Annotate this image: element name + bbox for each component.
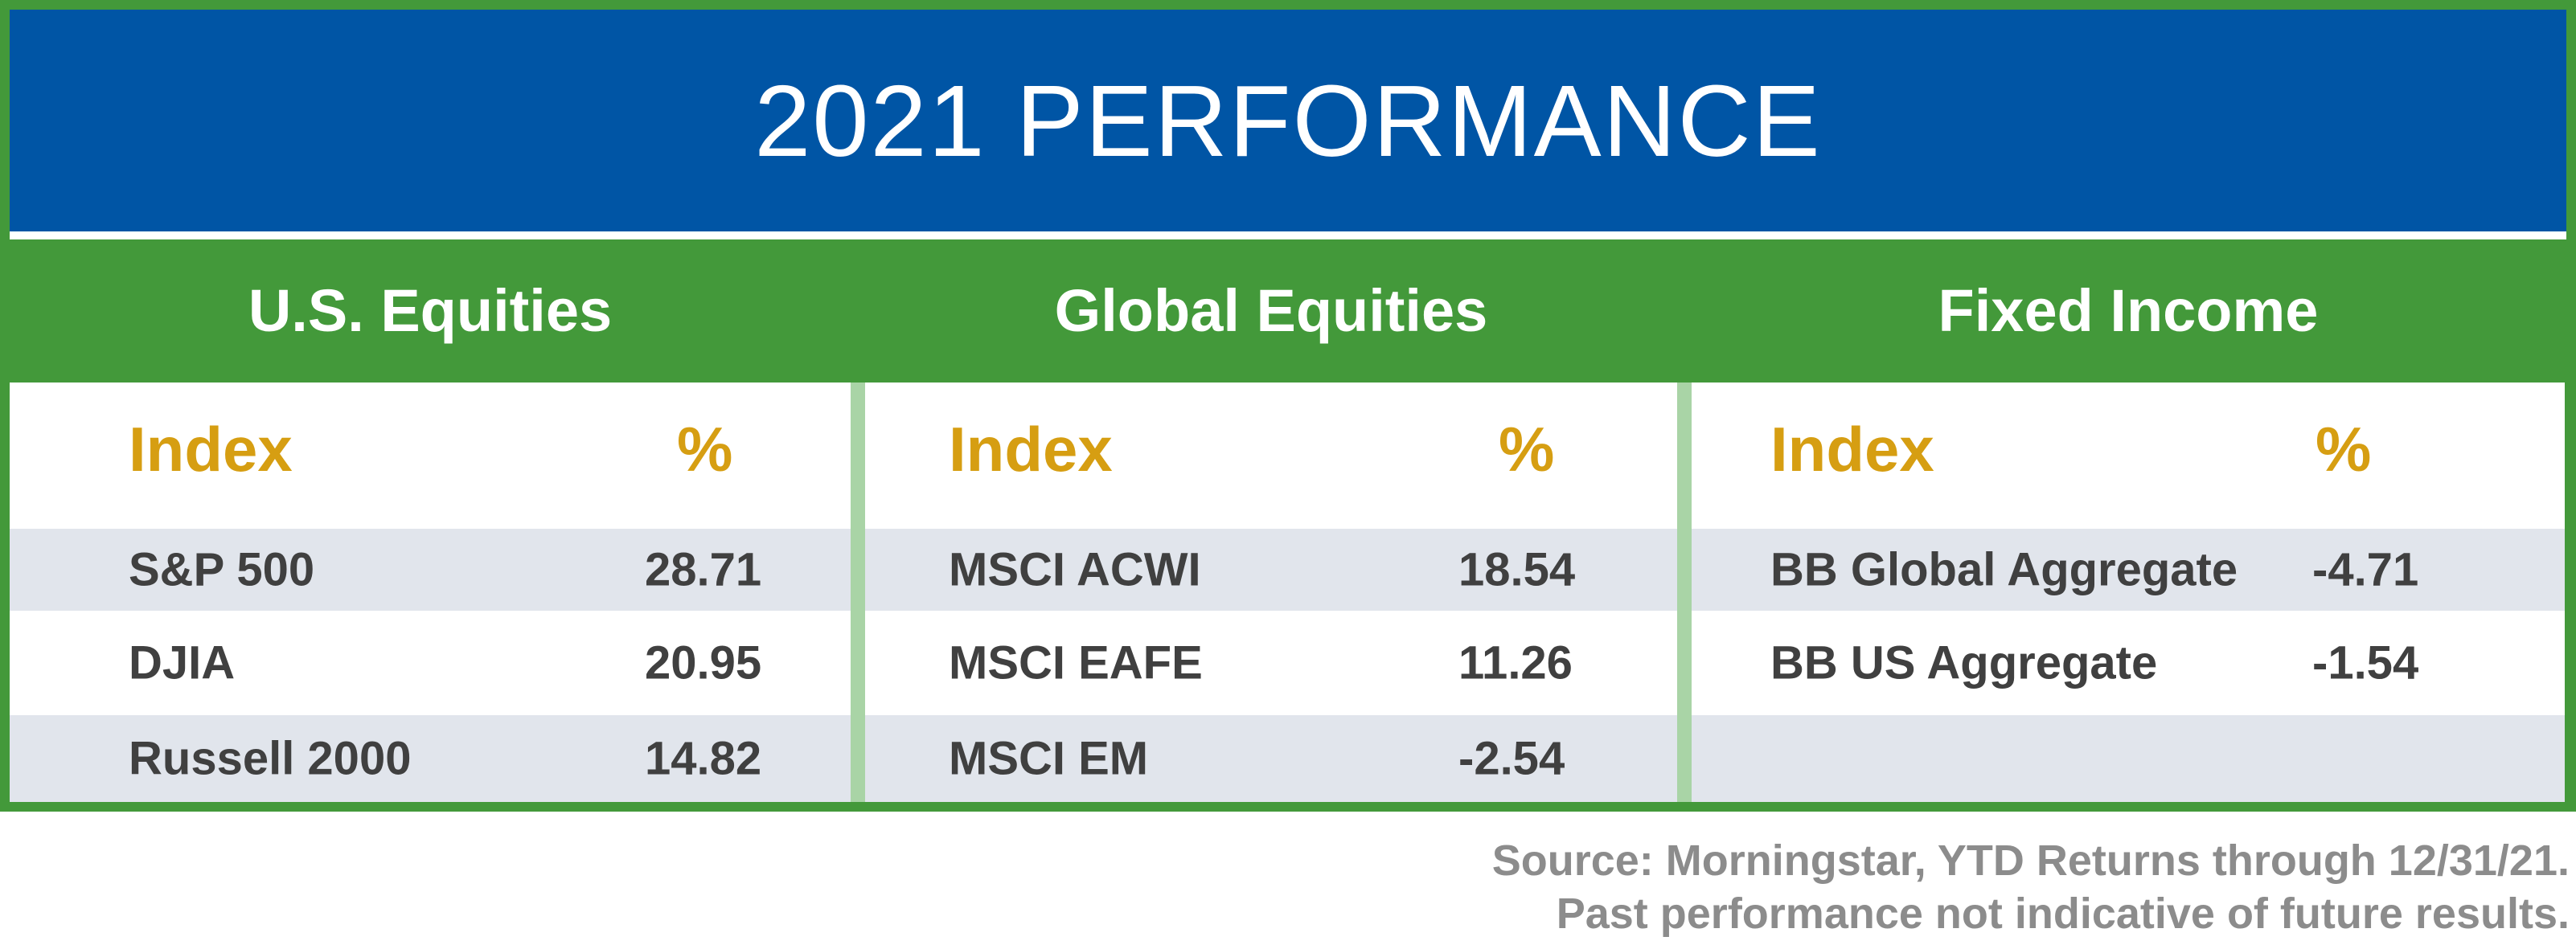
index-value: -1.54 — [2312, 636, 2419, 689]
table-row: DJIA 20.95 — [10, 611, 851, 715]
section-heading-global-equities: Global Equities — [1054, 276, 1488, 344]
source-note: Source: Morningstar, YTD Returns through… — [1491, 837, 2570, 885]
index-value: 20.95 — [645, 636, 762, 689]
table-row: MSCI ACWI 18.54 — [865, 529, 1677, 611]
section-fixed-income: Index % BB Global Aggregate -4.71 BB US … — [1692, 382, 2565, 802]
title-divider — [10, 231, 2566, 239]
percent-column-header: % — [677, 414, 733, 485]
index-name: BB US Aggregate — [1770, 636, 2158, 689]
section-us-equities: Index % S&P 500 28.71 DJIA 20.95 Russell… — [10, 382, 851, 802]
disclaimer-note: Past performance not indicative of futur… — [1556, 890, 2570, 938]
index-value: -4.71 — [2312, 543, 2419, 596]
index-column-header: Index — [1770, 414, 1934, 485]
section-divider — [851, 382, 865, 802]
index-name: MSCI ACWI — [949, 543, 1201, 596]
section-heading-fixed-income: Fixed Income — [1938, 276, 2319, 344]
table-row: S&P 500 28.71 — [10, 529, 851, 611]
percent-column-header: % — [1499, 414, 1555, 485]
table-header-row: Index % — [1692, 382, 2565, 529]
index-name: MSCI EAFE — [949, 636, 1203, 689]
table-header-row: Index % — [865, 382, 1677, 529]
table-row: MSCI EM -2.54 — [865, 715, 1677, 802]
index-name: MSCI EM — [949, 732, 1149, 785]
table-row: BB US Aggregate -1.54 — [1692, 611, 2565, 715]
section-global-equities: Index % MSCI ACWI 18.54 MSCI EAFE 11.26 … — [865, 382, 1677, 802]
table-header-row: Index % — [10, 382, 851, 529]
table-row — [1692, 715, 2565, 802]
index-value: 11.26 — [1458, 636, 1573, 689]
page-title: 2021 PERFORMANCE — [754, 63, 1822, 178]
index-column-header: Index — [949, 414, 1113, 485]
index-value: 28.71 — [645, 543, 762, 596]
index-value: -2.54 — [1458, 732, 1565, 785]
section-divider — [1677, 382, 1692, 802]
index-value: 18.54 — [1458, 543, 1576, 596]
index-name: S&P 500 — [129, 543, 315, 596]
index-value: 14.82 — [645, 732, 762, 785]
performance-table-frame: 2021 PERFORMANCE U.S. Equities Global Eq… — [0, 0, 2576, 812]
index-name: BB Global Aggregate — [1770, 543, 2238, 596]
table-row: Russell 2000 14.82 — [10, 715, 851, 802]
table-row: MSCI EAFE 11.26 — [865, 611, 1677, 715]
index-column-header: Index — [129, 414, 293, 485]
title-bar: 2021 PERFORMANCE — [10, 10, 2566, 231]
table-row: BB Global Aggregate -4.71 — [1692, 529, 2565, 611]
section-heading-us-equities: U.S. Equities — [248, 276, 613, 344]
index-name: Russell 2000 — [129, 732, 412, 785]
percent-column-header: % — [2316, 414, 2372, 485]
index-name: DJIA — [129, 636, 236, 689]
